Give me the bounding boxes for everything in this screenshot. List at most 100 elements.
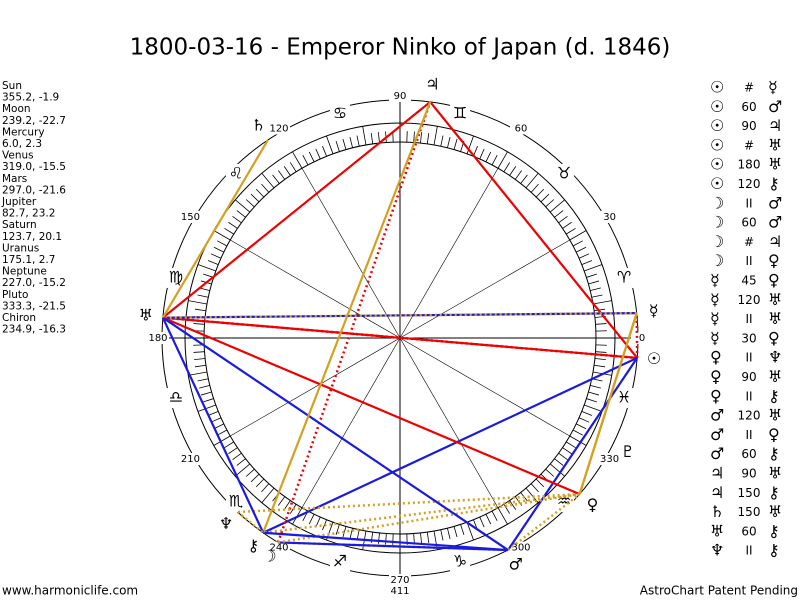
ring-tick [213,435,231,446]
aspect-type: 60 [741,524,756,538]
aspect-line [161,139,269,319]
aspect-type: 60 [741,216,756,230]
planet-name: Mars [2,173,27,185]
aspect-line [162,316,581,496]
aspect-planet-1: ☉ [710,135,724,154]
aspect-planet-2: ♅ [768,135,782,154]
ring-tick [197,294,209,298]
ring-tick [566,227,576,235]
planet-glyph: ♅ [139,306,153,325]
ring-tick [479,516,485,528]
ring-tick [193,351,205,353]
bottom-label: 411 [390,586,409,597]
ring-tick [447,137,451,148]
aspect-type: 90 [741,119,756,133]
aspect-planet-1: ♀ [710,367,722,386]
ring-tick [554,210,564,218]
planet-glyph: ♂ [509,555,523,574]
ring-tick [520,174,528,184]
aspect-type: II [745,312,752,326]
degree-label: 330 [600,454,619,465]
aspect-planet-2: ♅ [768,290,782,309]
ring-tick [592,300,612,305]
aspect-line [161,317,265,534]
ring-tick [207,411,219,416]
aspect-line [278,541,509,552]
ring-tick [426,132,430,144]
aspect-line [507,493,581,552]
aspect-planet-1: ☽ [710,232,724,251]
ring-tick [210,253,222,259]
ring-tick [586,398,597,403]
ring-tick [213,423,225,430]
zodiac-sign: ♎ [169,388,183,407]
aspect-planet-2: ♀ [768,251,780,270]
ring-tick [453,526,458,538]
degree-label: 30 [603,212,616,223]
ring-tick [562,221,572,229]
spoke [301,337,401,508]
footer-right: AstroChart Patent Pending [640,584,798,598]
degree-label-bg [510,541,532,554]
aspect-planet-2: ♅ [768,367,782,386]
ring-tick [232,452,242,460]
aspect-type: 90 [741,370,756,384]
ring-tick [342,138,347,150]
ring-tick [302,155,309,166]
zodiac-sign: ♋ [333,103,347,122]
ring-tick [228,221,238,229]
planet-position: 82.7, 23.2 [2,208,55,220]
ring-tick [595,351,607,353]
ring-tick [584,264,603,272]
ring-tick [322,145,327,157]
ring-tick [197,378,209,382]
aspect-type: # [744,81,754,95]
aspect-type: II [745,196,752,210]
degree-label-bg [179,211,202,223]
aspect-type: 120 [738,177,761,191]
zodiac-sign: ♌ [229,163,243,182]
planet-glyph: ♆ [219,514,233,533]
degree-label: 60 [515,123,528,134]
ring-tick [595,323,607,325]
ring-tick [217,240,228,247]
ring-tick [308,513,315,525]
planet-position: 234.9, -16.3 [2,324,66,336]
ring-tick [530,183,539,193]
spoke [399,239,570,339]
degree-label: 240 [269,543,288,554]
ring-tick [210,417,222,423]
spoke [301,168,401,339]
ring-tick [540,193,550,203]
planet-position: 175.1, 2.7 [2,254,55,266]
degree-label: 180 [148,333,167,344]
ring-tick [549,199,565,213]
ring-tick [581,411,593,416]
ring-tick [213,230,231,241]
aspect-planet-2: ☿ [768,78,778,97]
spoke [230,337,401,437]
spoke [230,239,401,339]
ring-tick [578,253,590,259]
aspect-planet-2: ♀ [768,328,780,347]
planet-position: 227.0, -15.2 [2,277,66,289]
aspect-planet-2: ♃ [768,116,782,135]
ring-tick [460,524,465,535]
ring-tick [236,210,246,218]
zodiac-sign: ♍ [169,267,183,286]
sign-bg [225,492,246,513]
aspect-type: II [745,544,752,558]
planet-name: Venus [2,150,34,162]
zodiac-sign: ♐ [333,552,347,571]
degree-label-bg [179,453,202,465]
ring-tick [479,148,485,160]
ring-tick [509,500,517,510]
planet-glyph: ☽ [262,547,276,566]
degree-label: 270 [390,575,409,586]
planet-name: Saturn [2,219,37,231]
aspect-planet-2: ⚷ [768,483,780,502]
aspect-planet-1: ☿ [710,328,720,347]
ring-tick [440,135,444,147]
ring-tick [236,458,246,466]
degree-label-bg [268,122,290,135]
